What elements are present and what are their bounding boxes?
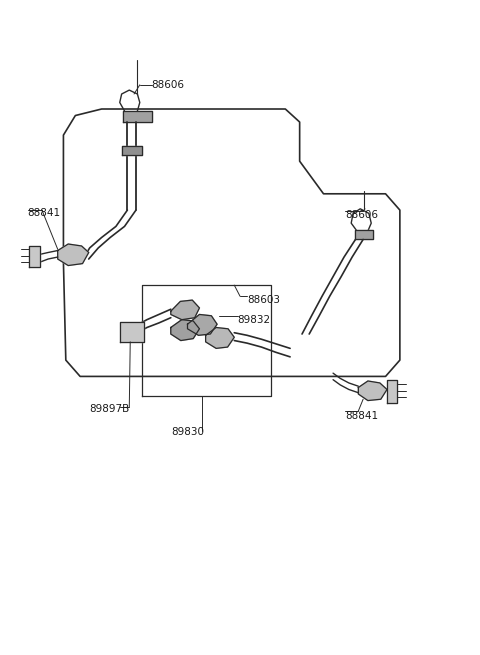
Polygon shape bbox=[29, 246, 39, 267]
Polygon shape bbox=[121, 146, 142, 155]
Text: 88606: 88606 bbox=[345, 210, 378, 220]
Text: 89830: 89830 bbox=[171, 427, 204, 437]
Text: 88841: 88841 bbox=[345, 411, 378, 421]
Text: 89897B: 89897B bbox=[90, 404, 130, 414]
Polygon shape bbox=[171, 320, 199, 341]
Text: 89832: 89832 bbox=[238, 314, 271, 325]
Polygon shape bbox=[188, 314, 217, 335]
Polygon shape bbox=[171, 300, 199, 320]
Polygon shape bbox=[355, 230, 372, 240]
Polygon shape bbox=[120, 322, 144, 342]
Polygon shape bbox=[359, 381, 387, 401]
Polygon shape bbox=[387, 380, 397, 403]
Text: 88606: 88606 bbox=[152, 80, 185, 90]
Polygon shape bbox=[205, 328, 234, 348]
Text: 88841: 88841 bbox=[28, 208, 61, 218]
Polygon shape bbox=[123, 111, 152, 122]
Text: 88603: 88603 bbox=[247, 295, 280, 305]
Polygon shape bbox=[58, 244, 89, 265]
